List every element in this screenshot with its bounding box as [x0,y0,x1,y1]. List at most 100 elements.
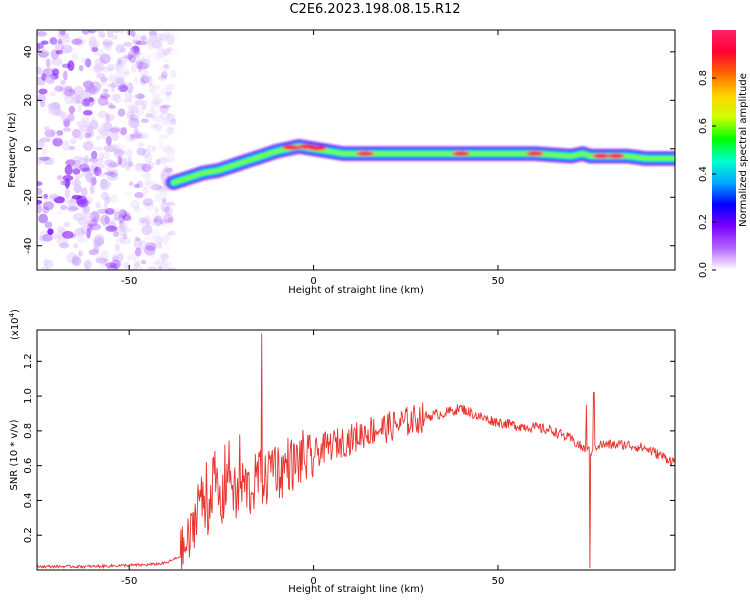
spectrogram-noise-blob [130,118,140,124]
spectrogram-noise-blob [163,58,171,63]
spectrogram-noise-blob [117,155,122,166]
spectrogram-noise-blob [111,256,119,261]
spectrogram-noise-blob [140,104,147,111]
spectrogram-noise-blob [115,61,122,72]
spectrogram-noise-blob [38,88,48,95]
spectrogram-noise-blob [143,182,151,193]
spectrogram-noise-blob [146,39,154,51]
spectrogram-noise-blob [138,239,147,250]
spectrogram-noise-blob [40,194,50,201]
spectrogram-noise-blob [153,56,162,62]
spectrogram-noise-blob [124,261,130,269]
spectrogram-noise-blob [163,64,170,69]
spectrogram-noise-blob [42,206,50,214]
spectrogram-noise-blob [137,66,142,73]
spectrogram-noise-blob [101,32,106,39]
spectrogram-noise-blob [74,162,80,168]
spectrogram-noise-blob [92,246,100,253]
spectrogram-noise-blob [164,218,175,224]
spectrogram-noise-blob [147,35,159,47]
spectrogram-noise-blob [98,32,106,38]
spectrogram-noise-blob [120,47,127,53]
spectrogram-noise-blob [160,173,165,185]
spectrogram-noise-blob [108,168,119,178]
spectrogram-noise-blob [91,150,98,160]
spectrogram-noise-blob [141,55,152,63]
spectrogram-noise-blob [91,46,99,52]
snr-y-tick-label: 0.2 [23,527,34,543]
spectrogram-noise-blob [107,63,115,71]
spectrogram-noise-blob [62,179,71,187]
spectrogram-noise-blob [145,242,157,251]
spectrogram-noise-blob [94,234,105,246]
spectrogram-noise-blob [163,235,168,246]
spectrogram-noise-blob [99,93,111,99]
spectrogram-noise-blob [106,30,114,38]
spectrogram-noise-blob [156,185,168,193]
spectrogram-noise-blob [63,199,72,204]
spectrogram-noise-blob [157,48,168,58]
snr-y-label: SNR (10 * v/v) [9,419,20,490]
spectrogram-noise-blob [63,221,71,228]
spectrogram-noise-blob [166,113,176,123]
spectrogram-noise-blob [147,265,158,270]
ridge-hot-spot [606,153,625,159]
spectrogram-noise-blob [95,257,108,264]
spectrogram-noise-blob [90,97,97,103]
spectrogram-noise-blob [140,34,148,46]
spectrogram-noise-blob [82,167,91,178]
spectrogram-noise-blob [114,243,120,253]
spectrogram-noise-blob [108,221,117,231]
spectrogram-noise-blob [166,201,176,207]
spectrogram-noise-blob [154,206,159,213]
spectrogram-noise-blob [106,114,115,122]
spectrogram-noise-blob [103,201,108,211]
spectrogram-noise-blob [71,194,82,200]
spectrogram-noise-blob [105,43,112,52]
spectrogram-noise-blob [153,218,160,223]
spectrogram-noise-blob [48,106,60,116]
spectrogram-noise-blob [40,40,49,45]
spectrogram-noise-blob [104,159,115,167]
spectrogram-noise-blob [37,42,44,49]
spectrogram-noise-blob [118,222,128,231]
spectrogram-noise-blob [71,38,83,45]
spectrogram-noise-blob [132,94,141,99]
spectrogram-noise-blob [109,171,118,178]
spectrogram-noise-blob [56,130,64,136]
spectrogram-noise-blob [62,127,72,132]
spectrogram-noise-blob [84,205,90,214]
spectrogram-noise-blob [38,51,49,59]
spectrogram-noise-blob [142,99,149,108]
spectrogram-noise-blob [158,265,163,270]
spectrogram-noise-blob [134,99,144,106]
spectrogram-noise-blob [97,164,106,169]
spectrogram-noise-blob [91,176,97,186]
spectrogram-noise-blob [115,225,126,237]
spectrogram-noise-blob [159,188,171,196]
spectrogram-noise-blob [136,92,144,100]
spectrogram-noise-blob [81,56,86,64]
spectrogram-noise-blob [37,181,43,187]
spectrogram-noise-blob [67,60,75,72]
spectrogram-noise-blob [104,171,115,176]
spectrogram-noise-blob [50,129,57,137]
snr-y-tick-label: 1.2 [23,353,34,369]
spectrogram-noise-blob [93,166,102,177]
spectrogram-noise-blob [42,201,55,211]
spectrogram-noise-blob [61,35,71,45]
spectrogram-noise-blob [128,117,140,129]
spectrogram-x-label: Height of straight line (km) [288,285,424,296]
spectrogram-noise-blob [85,87,91,93]
spectrogram-x-tick-label: -50 [121,276,137,287]
spectrogram-noise-blob [150,123,158,129]
spectrogram-noise-blob [52,137,63,147]
spectrogram-noise-blob [161,258,166,264]
spectrogram-noise-blob [110,259,122,269]
spectrogram-noise-blob [74,94,82,104]
spectrogram-noise-blob [108,74,116,84]
spectrogram-noise-blob [152,96,162,105]
spectrogram-noise-blob [97,110,107,118]
spectrogram-noise-blob [122,98,132,104]
spectrogram-noise-blob [133,206,141,213]
